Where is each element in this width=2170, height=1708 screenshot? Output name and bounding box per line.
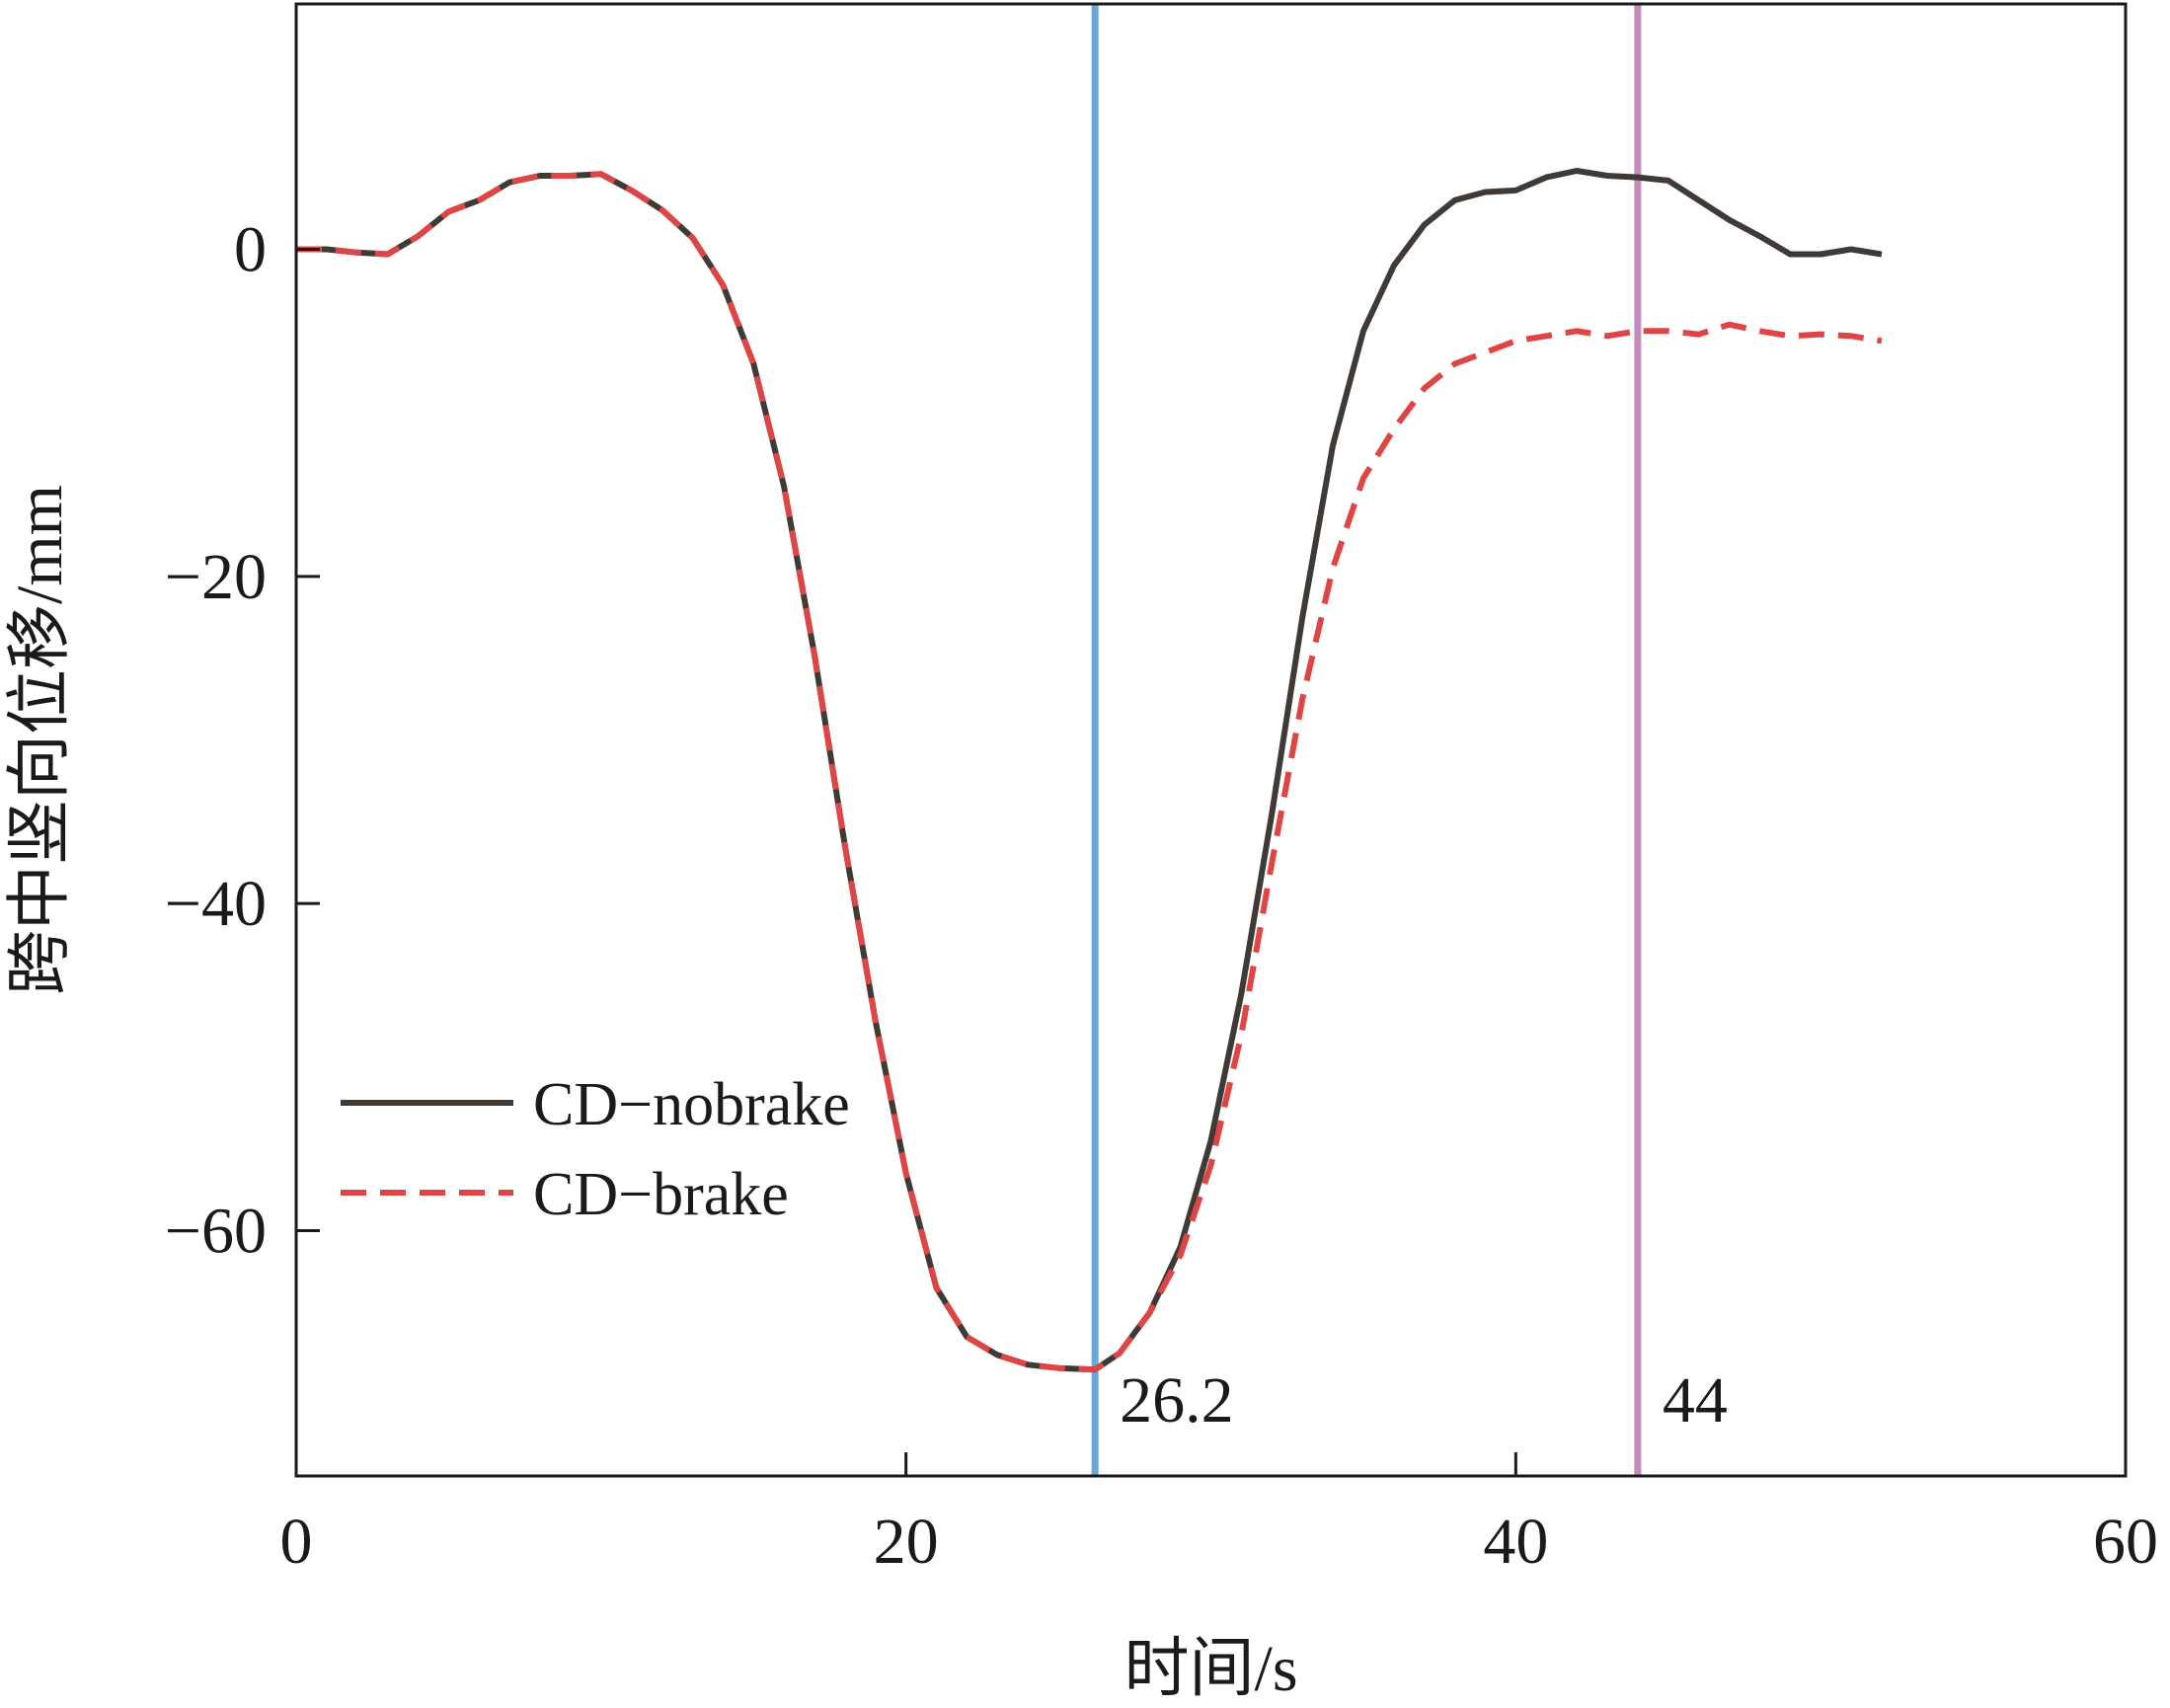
y-axis-title: 跨中竖向位移/mm <box>4 485 76 995</box>
y-tick-label-0: 0 <box>234 214 267 286</box>
x-tick-label-3: 60 <box>2093 1506 2158 1578</box>
x-tick-label-2: 40 <box>1483 1506 1548 1578</box>
plot-frame <box>294 2 2128 1478</box>
series-lines <box>296 168 1883 1373</box>
legend-label-0: CD−nobrake <box>533 1071 850 1138</box>
legend-label-1: CD−brake <box>533 1161 789 1228</box>
x-tick-label-1: 20 <box>874 1506 939 1578</box>
series-line-1 <box>296 171 1883 1373</box>
x-tick-label-0: 0 <box>280 1506 313 1578</box>
y-tick-label-3: −60 <box>165 1196 267 1268</box>
legend: CD−nobrake CD−brake <box>341 1071 850 1228</box>
y-tick-label-2: −40 <box>165 868 267 940</box>
series-line-0 <box>296 168 1883 1373</box>
vertical-markers <box>1091 4 1642 1476</box>
axis-ticks: 0 20 40 60 0 −20 −40 −60 <box>165 214 2158 1579</box>
vline-label-0: 26.2 <box>1120 1364 1234 1436</box>
vline-annotations: 26.2 44 <box>1120 1364 1728 1436</box>
y-tick-label-1: −20 <box>165 541 267 613</box>
x-axis-title: 时间/s <box>1124 1633 1297 1703</box>
vline-label-1: 44 <box>1663 1364 1728 1436</box>
